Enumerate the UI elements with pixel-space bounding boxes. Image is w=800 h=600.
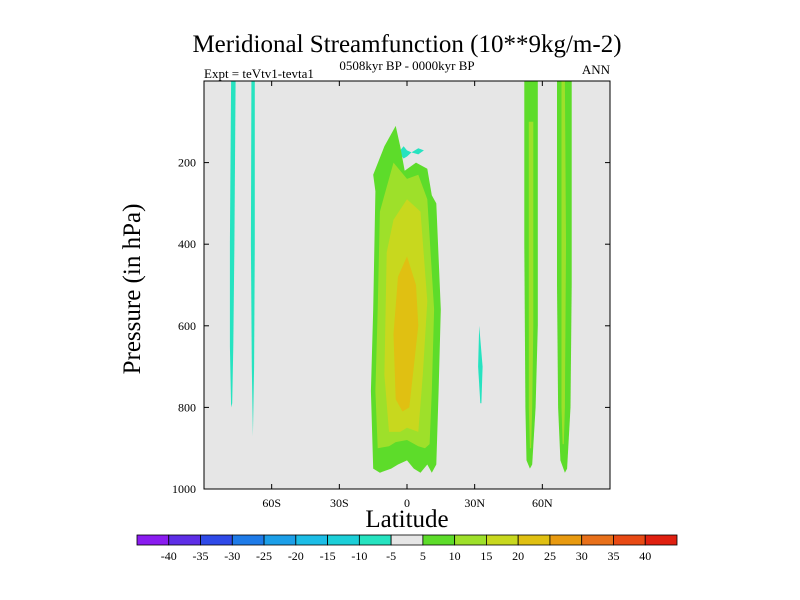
colorbar-swatch [231,534,265,546]
colorbar-swatch [263,534,297,546]
negative-contour-60s-b [250,81,255,436]
x-tick-label: 0 [404,496,410,510]
colorbar-swatch [644,534,678,546]
colorbar-swatch [358,534,392,546]
y-tick-label: 800 [178,400,196,414]
x-tick-label: 30N [464,496,485,510]
colorbar-swatch [549,534,583,546]
colorbar-label: -35 [193,549,209,563]
x-axis-ticks: 60S 30S 0 30N 60N [262,81,553,510]
y-tick-label: 1000 [172,482,196,496]
colorbar-swatch [486,534,519,546]
y-axis-ticks: 200 400 600 800 1000 [172,156,610,496]
colorbar-label: 15 [480,549,492,563]
colorbar-label: -10 [351,549,367,563]
y-tick-label: 600 [178,319,196,333]
colorbar-label: 5 [420,549,426,563]
colorbar-label: -20 [288,549,304,563]
colorbar-swatch [390,534,424,546]
colorbar-swatch [327,534,360,546]
colorbar-label: 40 [639,549,651,563]
colorbar-label: -30 [224,549,240,563]
x-tick-label: 30S [330,496,349,510]
colorbar-label: 35 [607,549,619,563]
colorbar-swatch [517,534,551,546]
colorbar-swatch [168,534,201,546]
colorbar-label: 10 [449,549,461,563]
colorbar: -40 -35 -30 -25 -20 -15 -10 -5 5 10 15 20 25 30 35 40 [136,534,678,563]
y-axis-label: Pressure (in hPa) [119,204,146,375]
positive-contour-20-tropics [393,256,419,412]
chart-subtitle: 0508kyr BP - 0000kyr BP [339,58,474,73]
y-tick-label: 200 [178,156,196,170]
positive-contour-10-60n-b [561,81,566,445]
negative-contour-upper-blob [400,146,424,159]
colorbar-swatch [295,534,328,546]
positive-contour-10-60n-a [528,121,534,449]
colorbar-swatch [136,534,170,546]
colorbar-swatch [422,534,456,546]
colorbar-label: -40 [161,549,177,563]
x-tick-label: 60N [532,496,553,510]
colorbar-swatch [454,534,487,546]
negative-contour-30n [478,325,483,404]
contour-regions [229,81,572,473]
y-tick-label: 400 [178,237,196,251]
chart-title: Meridional Streamfunction (10**9kg/m-2) [192,31,621,58]
colorbar-swatch [613,534,646,546]
x-axis-label: Latitude [365,506,448,533]
colorbar-label: -15 [320,549,336,563]
colorbar-label: -25 [256,549,272,563]
colorbar-label: 25 [544,549,556,563]
colorbar-label: 20 [512,549,524,563]
negative-contour-60s-a [229,81,236,408]
colorbar-label: 30 [576,549,588,563]
colorbar-swatch [200,534,233,546]
experiment-label: Expt = teVtv1-tevta1 [204,66,314,81]
colorbar-label: -5 [386,549,396,563]
season-label: ANN [582,62,611,77]
x-tick-label: 60S [262,496,281,510]
colorbar-swatch [581,534,614,546]
